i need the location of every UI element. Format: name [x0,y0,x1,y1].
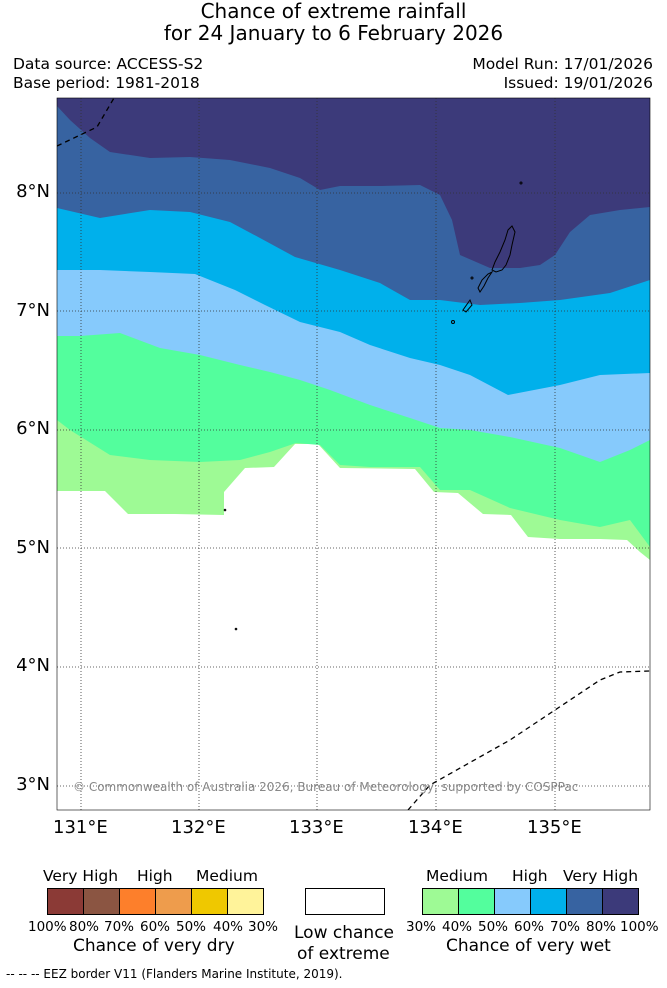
wet-legend-label: Chance of very wet [446,936,611,956]
wet-tick-50: 50% [478,919,509,935]
wet-swatch-5 [602,888,639,915]
wet-swatch-3 [530,888,567,915]
low-chance-swatch [305,888,385,915]
wet-tick-70: 70% [550,919,581,935]
dry-swatch-3 [155,888,192,915]
dry-tick-30: 30% [248,919,279,935]
dry-swatch-2 [119,888,156,915]
lon-tick-132: 132°E [171,817,226,838]
lon-tick-135: 135°E [527,817,582,838]
data-source: Data source: ACCESS-S2 [13,55,204,73]
wet-swatch-2 [494,888,531,915]
dry-tick-70: 70% [104,919,135,935]
lat-tick-7: 7°N [16,300,50,321]
model-run: Model Run: 17/01/2026 [472,55,653,73]
map-frame [56,97,651,811]
wet-high-label: High [512,867,548,885]
dry-high-label: High [137,867,173,885]
wet-swatch-1 [458,888,495,915]
dry-tick-40: 40% [213,919,244,935]
lat-tick-8: 8°N [16,181,50,202]
dry-very-high-label: Very High [43,867,119,885]
probability-contours [57,98,650,810]
lat-tick-3: 3°N [16,774,50,795]
low-chance-label-1: Low chance [294,923,394,943]
dry-swatch-4 [191,888,228,915]
base-period: Base period: 1981-2018 [13,74,200,92]
wet-tick-80: 80% [586,919,617,935]
wet-tick-40: 40% [442,919,473,935]
dry-medium-label: Medium [196,867,258,885]
lat-tick-5: 5°N [16,537,50,558]
dry-tick-60: 60% [140,919,171,935]
dry-tick-100: 100% [28,919,67,935]
wet-tick-60: 60% [514,919,545,935]
lon-tick-134: 134°E [408,817,463,838]
title-line-2: for 24 January to 6 February 2026 [163,21,504,45]
lat-tick-4: 4°N [16,655,50,676]
lon-tick-133: 133°E [289,817,344,838]
dry-swatch-5 [227,888,264,915]
wet-swatch-0 [422,888,459,915]
lat-tick-6: 6°N [16,418,50,439]
dry-swatch-1 [83,888,120,915]
dry-tick-80: 80% [69,919,100,935]
dry-legend-label: Chance of very dry [73,936,235,956]
rainfall-map: © Commonwealth of Australia 2026, Bureau… [56,97,651,811]
eez-footnote: -- -- -- EEZ border V11 (Flanders Marine… [6,967,343,981]
copyright-notice: © Commonwealth of Australia 2026, Bureau… [73,780,578,794]
dry-tick-50: 50% [176,919,207,935]
wet-swatch-4 [566,888,603,915]
eez-border [57,98,650,810]
low-chance-label-2: of extreme [297,944,390,964]
issued-date: Issued: 19/01/2026 [503,74,653,92]
wet-tick-100: 100% [620,919,659,935]
title-line-1: Chance of extreme rainfall [200,0,467,23]
wet-very-high-label: Very High [563,867,639,885]
dry-swatch-0 [47,888,84,915]
wet-tick-30: 30% [406,919,437,935]
palau-islands [223,181,523,631]
wet-medium-label: Medium [426,867,488,885]
zone-wet-80-100 [57,98,650,268]
lon-tick-131: 131°E [53,817,108,838]
